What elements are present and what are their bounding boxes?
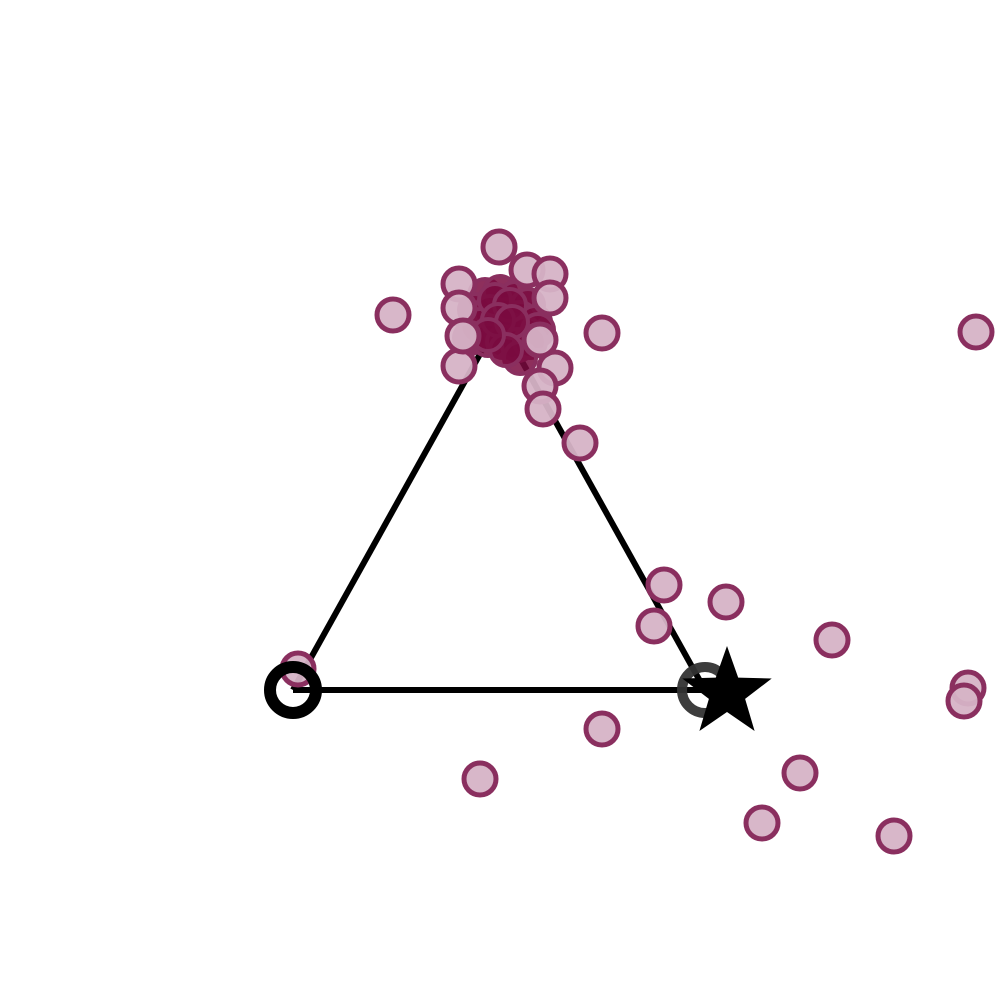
scatter-points [279, 228, 995, 855]
scatter-point [707, 583, 745, 621]
scatter-point [531, 279, 569, 317]
scatter-point [480, 228, 518, 266]
scatter-point [781, 754, 819, 792]
scatter-point [813, 621, 851, 659]
scatter-point [461, 760, 499, 798]
scatter-point [645, 566, 683, 604]
star-icon [682, 646, 772, 731]
apex-cluster [452, 274, 556, 376]
scatter-point [583, 314, 621, 352]
scatter-point [957, 313, 995, 351]
scatter-point [875, 817, 913, 855]
scatter-point [524, 390, 562, 428]
scatter-point [635, 607, 673, 645]
scatter-point [945, 682, 983, 720]
scatter-point [743, 804, 781, 842]
scatter-point [444, 317, 482, 355]
scatter-point [521, 321, 559, 359]
scatter-point [583, 710, 621, 748]
scatter-point [561, 424, 599, 462]
scatter-point [374, 296, 412, 334]
start-vertex-ring [264, 661, 322, 719]
scatter-point [440, 347, 478, 385]
